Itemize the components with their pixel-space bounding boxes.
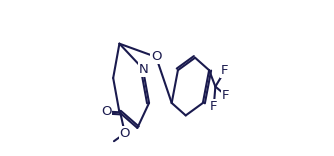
Text: O: O [101,105,112,118]
Text: F: F [222,89,229,102]
Text: N: N [139,63,149,76]
Text: F: F [221,64,228,78]
Text: O: O [151,50,161,63]
Text: O: O [120,127,130,140]
Text: F: F [210,100,217,113]
